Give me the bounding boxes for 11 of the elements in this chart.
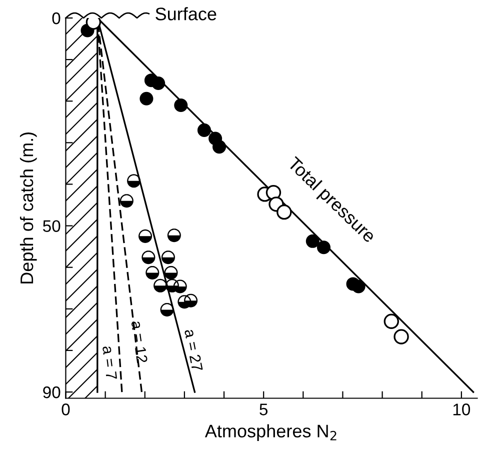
y-tick-label: 50 (43, 220, 60, 232)
x-tick-label: 0 (62, 404, 70, 416)
x-axis-title: Atmospheres N$_{2}$ (204, 424, 336, 442)
annotation: Surface (156, 7, 216, 20)
annotation: a = 27 (184, 328, 203, 372)
y-tick-label: 90 (43, 386, 60, 398)
y-axis-title: Depth of catch (m.) (20, 132, 37, 284)
x-tick-label: 10 (453, 404, 470, 416)
x-tick-label: 5 (260, 404, 268, 416)
y-tick-label: 0 (52, 12, 60, 24)
annotation: a = 7 (102, 346, 117, 380)
